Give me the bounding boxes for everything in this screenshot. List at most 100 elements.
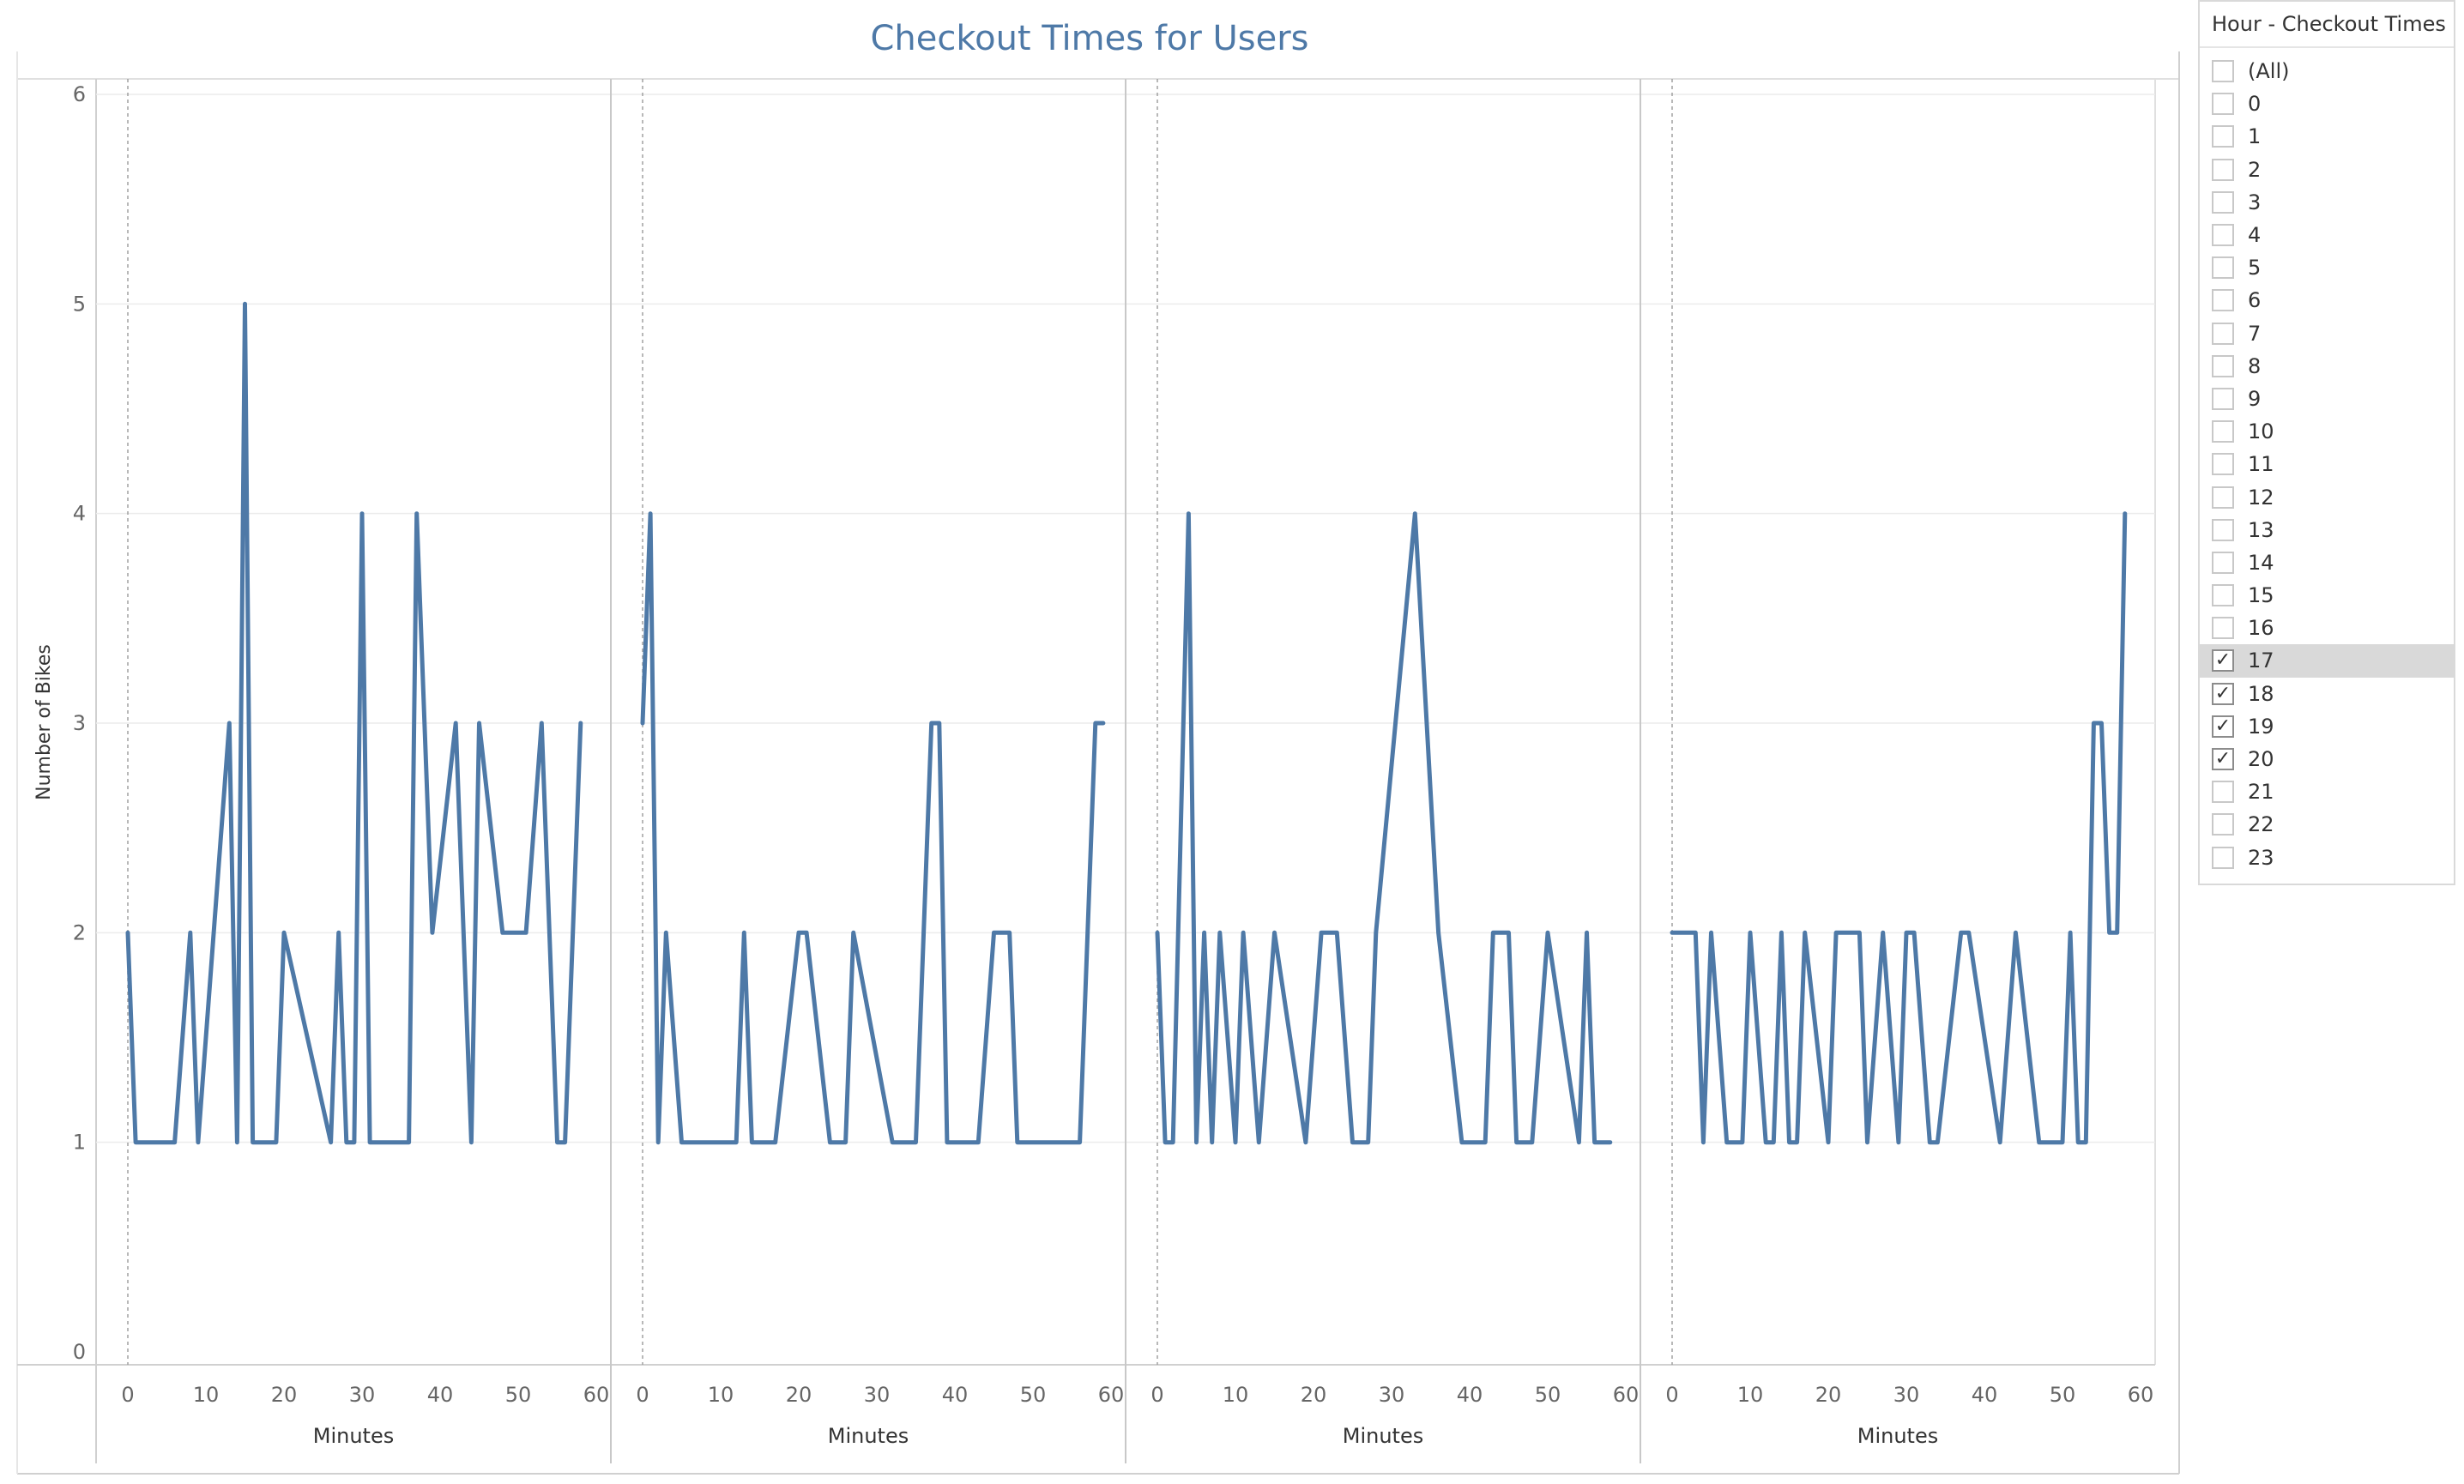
filter-item-label: 12 xyxy=(2248,485,2274,510)
x-tick-label: 10 xyxy=(1737,1383,1764,1407)
filter-item-20[interactable]: ✓ 20 xyxy=(2200,743,2454,775)
filter-item-label: 10 xyxy=(2248,419,2274,444)
series-line-hour-17 xyxy=(125,301,583,1145)
y-tick-label: 2 xyxy=(73,920,86,944)
filter-item-10[interactable]: 10 xyxy=(2200,415,2454,448)
x-tick-label: 40 xyxy=(427,1383,454,1407)
filter-item-2[interactable]: 2 xyxy=(2200,154,2454,186)
checkbox[interactable] xyxy=(2212,420,2234,443)
checkbox[interactable] xyxy=(2212,486,2234,509)
checkbox[interactable] xyxy=(2212,453,2234,476)
x-tick-label: 50 xyxy=(1020,1383,1047,1407)
filter-item-label: 0 xyxy=(2248,92,2262,117)
filter-item-5[interactable]: 5 xyxy=(2200,251,2454,284)
x-tick-label: 60 xyxy=(583,1383,610,1407)
x-axis-label: Minutes xyxy=(313,1424,394,1448)
filter-item-label: 6 xyxy=(2248,288,2262,313)
filter-item-7[interactable]: 7 xyxy=(2200,317,2454,350)
checkbox[interactable] xyxy=(2212,322,2234,345)
filter-item-label: 19 xyxy=(2248,714,2274,739)
x-tick-label: 20 xyxy=(1301,1383,1327,1407)
filter-item-14[interactable]: 14 xyxy=(2200,546,2454,579)
x-tick-label: 40 xyxy=(942,1383,969,1407)
checkbox[interactable] xyxy=(2212,93,2234,116)
filter-item-19[interactable]: ✓ 19 xyxy=(2200,710,2454,743)
chart-area: Checkout Times for Users Number of Bikes 0… xyxy=(16,19,2180,1475)
filter-item-8[interactable]: 8 xyxy=(2200,350,2454,383)
filter-item-9[interactable]: 9 xyxy=(2200,383,2454,415)
filter-item-21[interactable]: 21 xyxy=(2200,775,2454,808)
x-tick-label: 40 xyxy=(1972,1383,1998,1407)
x-tick-label: 10 xyxy=(193,1383,220,1407)
filter-item-label: 14 xyxy=(2248,550,2274,575)
checkbox[interactable] xyxy=(2212,387,2234,410)
x-tick-label: 30 xyxy=(864,1383,891,1407)
filter-item-12[interactable]: 12 xyxy=(2200,480,2454,513)
x-tick-label: 50 xyxy=(505,1383,532,1407)
hour-filter-panel: Hour - Checkout Times ... (All) 0 1 2 3 4 5 6 7 8… xyxy=(2198,0,2455,885)
filter-item-label: 9 xyxy=(2248,386,2262,411)
filter-item-3[interactable]: 3 xyxy=(2200,186,2454,219)
filter-item-22[interactable]: 22 xyxy=(2200,808,2454,841)
checkbox[interactable] xyxy=(2212,158,2234,181)
x-tick-label: 60 xyxy=(2128,1383,2154,1407)
checkbox[interactable]: ✓ xyxy=(2212,748,2234,771)
y-tick-label: 4 xyxy=(73,502,86,526)
filter-item-1[interactable]: 1 xyxy=(2200,120,2454,153)
checkbox[interactable] xyxy=(2212,190,2234,214)
filter-item-label: 2 xyxy=(2248,157,2262,182)
filter-item-16[interactable]: 16 xyxy=(2200,612,2454,644)
filter-item-label: 7 xyxy=(2248,321,2262,346)
x-axis-label: Minutes xyxy=(828,1424,909,1448)
checkbox[interactable] xyxy=(2212,354,2234,377)
checkbox[interactable] xyxy=(2212,781,2234,804)
checkbox[interactable]: ✓ xyxy=(2212,682,2234,705)
series-line-hour-19 xyxy=(1155,511,1613,1145)
checkbox[interactable] xyxy=(2212,224,2234,247)
x-tick-label: 10 xyxy=(708,1383,734,1407)
x-tick-label: 30 xyxy=(349,1383,376,1407)
x-tick-label: 30 xyxy=(1379,1383,1405,1407)
checkbox[interactable] xyxy=(2212,518,2234,541)
x-tick-label: 40 xyxy=(1457,1383,1483,1407)
filter-item-label: 4 xyxy=(2248,223,2262,248)
filter-title: Hour - Checkout Times ... xyxy=(2200,2,2454,48)
filter-item-label: 11 xyxy=(2248,452,2274,477)
checkbox[interactable]: ✓ xyxy=(2212,649,2234,673)
filter-item-17[interactable]: ✓ 17 xyxy=(2200,644,2454,678)
x-tick-label: 0 xyxy=(636,1383,649,1407)
filter-item-15[interactable]: 15 xyxy=(2200,579,2454,612)
filter-item-18[interactable]: ✓ 18 xyxy=(2200,678,2454,710)
line-chart: Checkout Times for Users Number of Bikes 0… xyxy=(16,19,2180,1475)
y-tick-label: 5 xyxy=(73,292,86,316)
x-tick-label: 10 xyxy=(1223,1383,1249,1407)
filter-item-4[interactable]: 4 xyxy=(2200,219,2454,251)
checkbox[interactable] xyxy=(2212,60,2234,83)
checkbox[interactable] xyxy=(2212,551,2234,574)
checkbox[interactable] xyxy=(2212,846,2234,869)
filter-item-0[interactable]: 0 xyxy=(2200,87,2454,120)
filter-item-label: 8 xyxy=(2248,353,2262,378)
checkbox[interactable] xyxy=(2212,289,2234,312)
checkbox[interactable] xyxy=(2212,813,2234,836)
filter-list: (All) 0 1 2 3 4 5 6 7 8 9 10 11 12 13 14 15 16 ✓ 17 ✓ 18 ✓ 19 ✓ 2… xyxy=(2200,48,2454,874)
x-tick-label: 60 xyxy=(1613,1383,1640,1407)
filter-item-label: 13 xyxy=(2248,517,2274,542)
checkbox[interactable] xyxy=(2212,256,2234,280)
filter-item-label: 5 xyxy=(2248,256,2262,281)
checkbox[interactable] xyxy=(2212,125,2234,148)
y-axis-label: Number of Bikes xyxy=(33,644,55,800)
filter-item-6[interactable]: 6 xyxy=(2200,284,2454,317)
series-line-hour-20 xyxy=(1670,511,2128,1145)
filter-item-13[interactable]: 13 xyxy=(2200,514,2454,546)
filter-item-label: (All) xyxy=(2248,59,2290,84)
checkbox[interactable]: ✓ xyxy=(2212,715,2234,738)
x-axis-label: Minutes xyxy=(1343,1424,1423,1448)
filter-item-11[interactable]: 11 xyxy=(2200,448,2454,480)
checkbox[interactable] xyxy=(2212,617,2234,640)
x-tick-label: 20 xyxy=(1815,1383,1842,1407)
filter-item-label: 15 xyxy=(2248,583,2274,608)
checkbox[interactable] xyxy=(2212,584,2234,607)
filter-item-all[interactable]: (All) xyxy=(2200,55,2454,87)
filter-item-23[interactable]: 23 xyxy=(2200,842,2454,874)
